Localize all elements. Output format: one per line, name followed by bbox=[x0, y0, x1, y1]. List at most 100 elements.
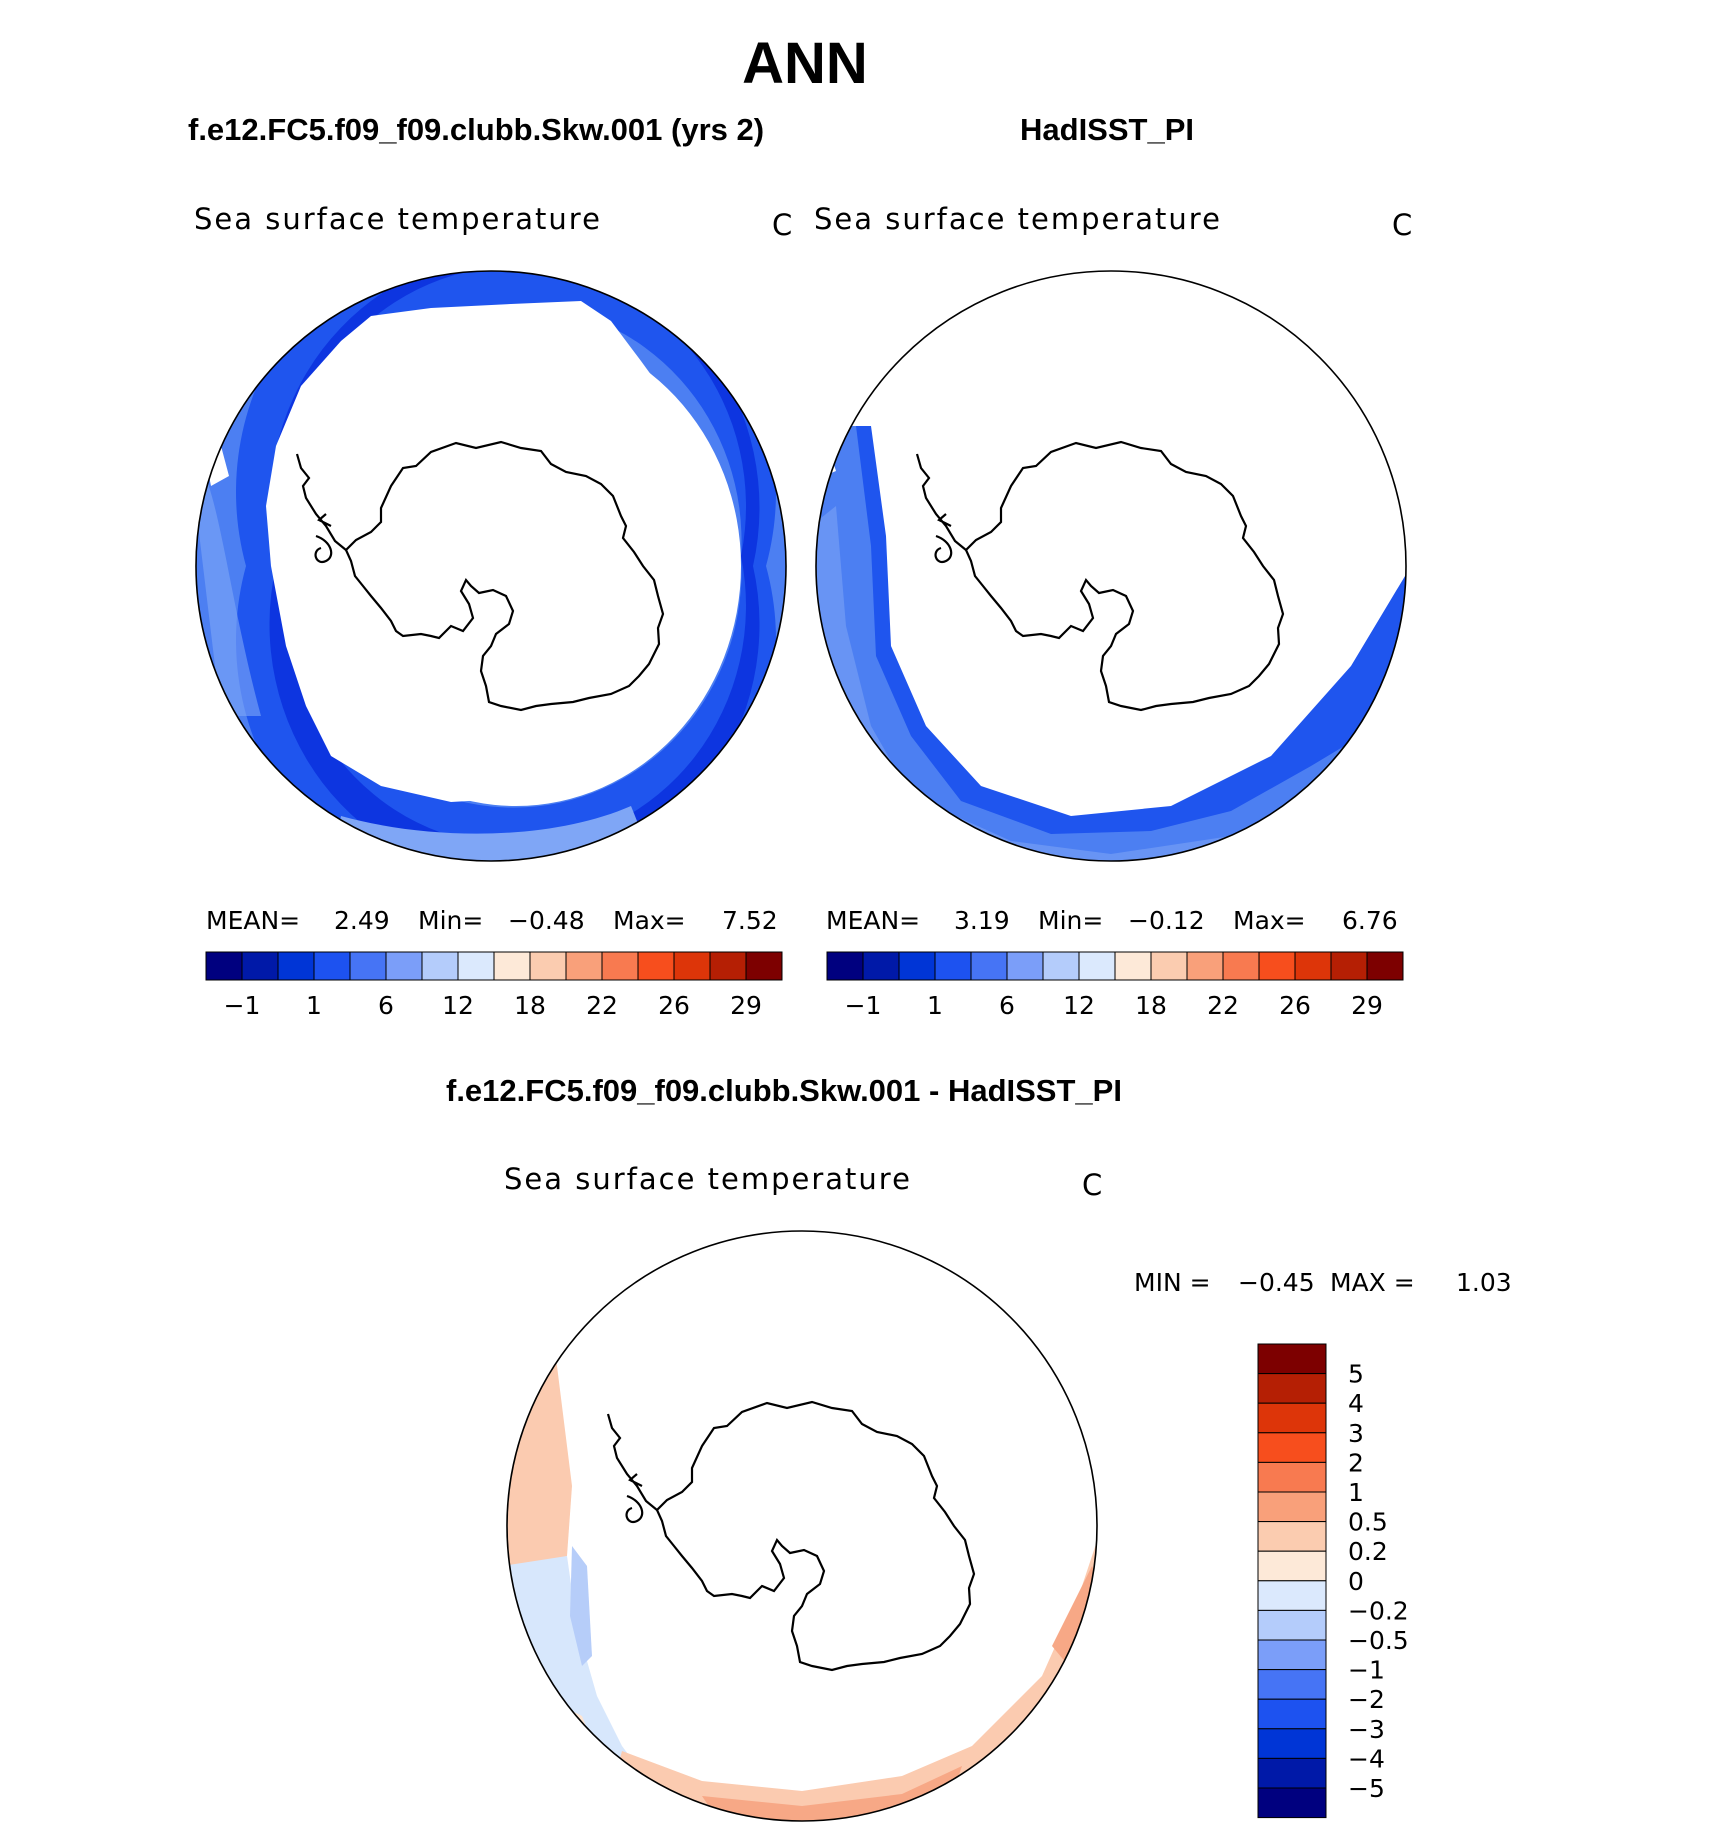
diff-map bbox=[506, 1230, 1098, 1822]
obs-colorbar-tick-label: 1 bbox=[927, 991, 943, 1020]
obs-min-label: Min= bbox=[1038, 906, 1104, 935]
diff-colorbar-swatch bbox=[1257, 1698, 1327, 1730]
diff-colorbar-tick-label: 0.5 bbox=[1348, 1508, 1388, 1537]
diff-colorbar-tick-label: −5 bbox=[1348, 1774, 1385, 1803]
obs-panel-header: HadISST_PI bbox=[1020, 112, 1194, 147]
diff-colorbar-tick-label: −0.5 bbox=[1348, 1626, 1409, 1655]
model-colorbar-swatch bbox=[349, 951, 387, 981]
diff-colorbar-swatch bbox=[1257, 1609, 1327, 1641]
obs-colorbar-swatch bbox=[1330, 951, 1368, 981]
diff-colorbar-tick-label: 5 bbox=[1348, 1360, 1364, 1389]
diff-colorbar-swatch bbox=[1257, 1757, 1327, 1789]
obs-colorbar-swatch bbox=[1186, 951, 1224, 981]
diff-colorbar-swatch bbox=[1257, 1787, 1327, 1819]
model-colorbar-swatch bbox=[313, 951, 351, 981]
obs-colorbar-swatch bbox=[1258, 951, 1296, 981]
model-colorbar-swatch bbox=[529, 951, 567, 981]
diff-variable-label: Sea surface temperature bbox=[504, 1162, 912, 1196]
obs-colorbar-swatch bbox=[1078, 951, 1116, 981]
obs-colorbar-swatch bbox=[1222, 951, 1260, 981]
figure-title: ANN bbox=[742, 31, 868, 96]
diff-colorbar-tick-label: 2 bbox=[1348, 1448, 1364, 1477]
diff-colorbar-tick-label: 0.2 bbox=[1348, 1537, 1388, 1566]
model-colorbar-tick-label: 6 bbox=[378, 991, 394, 1020]
model-unit-label: C bbox=[772, 208, 793, 242]
obs-colorbar-tick-label: 29 bbox=[1351, 991, 1383, 1020]
model-colorbar-swatch bbox=[205, 951, 243, 981]
model-min-value: −0.48 bbox=[508, 906, 585, 935]
diff-min-label: MIN = bbox=[1134, 1268, 1211, 1297]
diff-colorbar-tick-label: −0.2 bbox=[1348, 1596, 1409, 1625]
obs-colorbar-swatch bbox=[1294, 951, 1332, 981]
model-colorbar-swatch bbox=[745, 951, 783, 981]
model-colorbar-swatch bbox=[421, 951, 459, 981]
obs-colorbar-swatch bbox=[934, 951, 972, 981]
model-colorbar-swatch bbox=[709, 951, 747, 981]
model-colorbar-swatch bbox=[637, 951, 675, 981]
diff-colorbar-swatch bbox=[1257, 1669, 1327, 1700]
diff-colorbar-tick-label: 3 bbox=[1348, 1419, 1364, 1448]
model-colorbar-swatch bbox=[673, 951, 711, 981]
model-panel-header: f.e12.FC5.f09_f09.clubb.Skw.001 (yrs 2) bbox=[188, 112, 765, 147]
model-colorbar-tick-label: 29 bbox=[730, 991, 762, 1020]
model-colorbar-swatch bbox=[277, 951, 315, 981]
model-colorbar-tick-label: 1 bbox=[306, 991, 322, 1020]
diff-colorbar-swatch bbox=[1257, 1402, 1327, 1434]
obs-colorbar-swatch bbox=[826, 951, 864, 981]
model-map bbox=[195, 270, 787, 862]
obs-unit-label: C bbox=[1392, 208, 1413, 242]
diff-colorbar-swatch bbox=[1257, 1550, 1327, 1582]
diff-unit-label: C bbox=[1082, 1168, 1103, 1202]
diff-colorbar-tick-label: −2 bbox=[1348, 1685, 1385, 1714]
diff-colorbar-tick-label: 0 bbox=[1348, 1567, 1364, 1596]
model-mean-value: 2.49 bbox=[334, 906, 390, 935]
diff-colorbar-swatch bbox=[1257, 1461, 1327, 1493]
diff-max-value: 1.03 bbox=[1456, 1268, 1512, 1297]
model-colorbar-swatch bbox=[601, 951, 639, 981]
obs-colorbar-tick-label: 18 bbox=[1135, 991, 1167, 1020]
obs-colorbar: −1 1 6 12 18 22 26 29 bbox=[826, 951, 1404, 1020]
diff-colorbar-swatch bbox=[1257, 1432, 1327, 1463]
obs-colorbar-swatch bbox=[1006, 951, 1044, 981]
diff-colorbar-swatch bbox=[1257, 1521, 1327, 1552]
diff-colorbar-swatch bbox=[1257, 1373, 1327, 1404]
obs-colorbar-swatch bbox=[898, 951, 936, 981]
model-colorbar-swatch bbox=[493, 951, 531, 981]
obs-map bbox=[815, 270, 1407, 862]
obs-min-value: −0.12 bbox=[1128, 906, 1205, 935]
obs-variable-label: Sea surface temperature bbox=[814, 202, 1222, 236]
obs-colorbar-tick-label: 22 bbox=[1207, 991, 1239, 1020]
model-colorbar-tick-label: 22 bbox=[586, 991, 618, 1020]
diff-colorbar-swatch bbox=[1257, 1343, 1327, 1375]
model-colorbar: −1 1 6 12 18 22 26 29 bbox=[205, 951, 783, 1020]
diff-panel-header: f.e12.FC5.f09_f09.clubb.Skw.001 - HadISS… bbox=[446, 1073, 1122, 1108]
obs-max-value: 6.76 bbox=[1342, 906, 1398, 935]
diff-colorbar-swatch bbox=[1257, 1639, 1327, 1671]
model-max-value: 7.52 bbox=[722, 906, 778, 935]
obs-colorbar-tick-label: 26 bbox=[1279, 991, 1311, 1020]
obs-max-label: Max= bbox=[1233, 906, 1306, 935]
obs-colorbar-swatch bbox=[970, 951, 1008, 981]
obs-colorbar-swatch bbox=[1150, 951, 1188, 981]
model-colorbar-tick-label: 18 bbox=[514, 991, 546, 1020]
obs-colorbar-tick-label: 6 bbox=[999, 991, 1015, 1020]
model-colorbar-swatch bbox=[457, 951, 495, 981]
model-min-label: Min= bbox=[418, 906, 484, 935]
model-max-label: Max= bbox=[613, 906, 686, 935]
model-colorbar-tick-label: −1 bbox=[224, 991, 261, 1020]
model-colorbar-tick-label: 12 bbox=[442, 991, 474, 1020]
diff-colorbar-tick-label: 4 bbox=[1348, 1389, 1364, 1418]
model-colorbar-swatch bbox=[565, 951, 603, 981]
obs-colorbar-swatch bbox=[1042, 951, 1080, 981]
diff-colorbar-swatch bbox=[1257, 1491, 1327, 1523]
obs-colorbar-swatch bbox=[862, 951, 900, 981]
diff-colorbar-tick-label: −3 bbox=[1348, 1715, 1385, 1744]
diff-min-value: −0.45 bbox=[1238, 1268, 1315, 1297]
diff-colorbar-tick-label: 1 bbox=[1348, 1478, 1364, 1507]
diff-max-label: MAX = bbox=[1330, 1268, 1415, 1297]
obs-mean-label: MEAN= bbox=[826, 906, 921, 935]
obs-mean-value: 3.19 bbox=[954, 906, 1010, 935]
diff-colorbar-tick-label: −4 bbox=[1348, 1744, 1385, 1773]
diff-colorbar-tick-label: −1 bbox=[1348, 1656, 1385, 1685]
